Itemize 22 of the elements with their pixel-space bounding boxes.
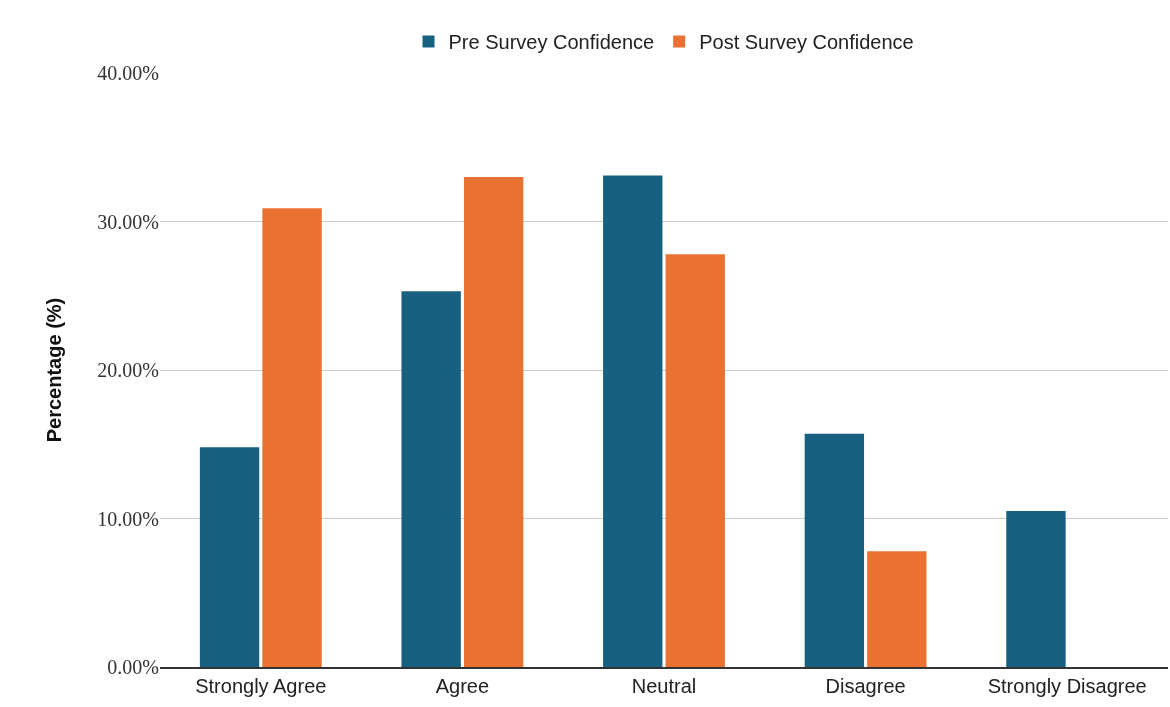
bar (603, 175, 663, 667)
bar (1006, 511, 1066, 667)
bar (262, 208, 322, 667)
x-tick-label: Disagree (825, 674, 906, 697)
x-tick-label: Agree (435, 674, 490, 697)
y-tick-label: 30.00% (97, 210, 159, 233)
x-tick-label: Strongly Disagree (987, 674, 1147, 697)
bar (804, 433, 865, 667)
y-tick-label: 10.00% (97, 507, 159, 530)
y-tick-label: 20.00% (97, 359, 159, 381)
bar (665, 254, 725, 667)
legend-label: Post Survey Confidence (699, 31, 914, 54)
bar (199, 447, 260, 667)
x-tick-label: Neutral (631, 674, 697, 697)
bar (401, 291, 461, 667)
y-axis-title: Percentage (%) (42, 297, 65, 443)
y-tick-label: 40.00% (97, 62, 159, 84)
bar (463, 176, 524, 667)
y-tick-label: 0.00% (107, 656, 159, 678)
bar (867, 551, 927, 667)
x-tick-label: Strongly Agree (195, 674, 327, 697)
legend-label: Pre Survey Confidence (448, 31, 655, 54)
